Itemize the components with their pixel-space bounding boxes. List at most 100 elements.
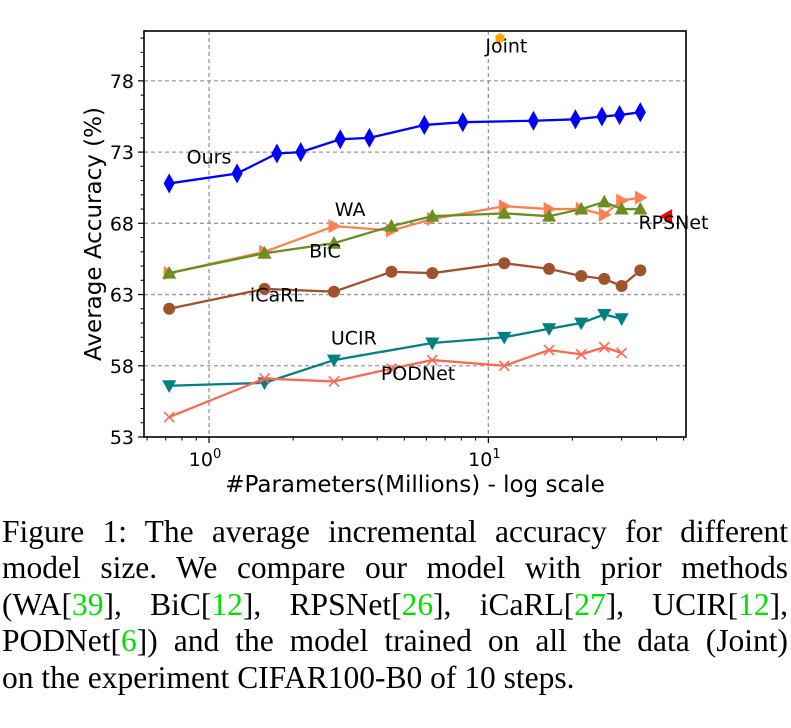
ours-point xyxy=(614,105,626,126)
annotation-icarl: iCaRL xyxy=(250,285,304,307)
caption-line: on the experiment CIFAR100-B0 of 10 step… xyxy=(2,660,788,696)
caption-text: PODNet[ xyxy=(2,623,121,659)
ucir-point xyxy=(574,317,589,331)
ours-point xyxy=(527,110,540,131)
bic-point xyxy=(384,218,399,232)
x-tick-base: 10 xyxy=(468,449,492,471)
citation-link[interactable]: 12 xyxy=(211,586,243,622)
ours-point xyxy=(457,112,469,133)
ours-point xyxy=(634,102,646,123)
figure-caption: Figure 1: The average incremental accura… xyxy=(2,514,788,696)
figure: Ours WA BiC iCaRL UCIR PODNet RPSNet Joint 53 58… xyxy=(81,30,709,498)
icarl-point xyxy=(598,272,611,285)
annotation-ucir: UCIR xyxy=(331,327,377,349)
caption-line: (WA[39], BiC[12], RPSNet[26], iCaRL[27],… xyxy=(2,587,788,623)
podnet-point xyxy=(543,344,555,356)
series-layer xyxy=(162,33,673,423)
series-bic xyxy=(162,194,648,279)
y-tick-label: 78 xyxy=(110,71,134,93)
annotation-podnet: PODNet xyxy=(381,363,455,385)
annotation-joint: Joint xyxy=(484,35,527,57)
x-tick-exponent: 0 xyxy=(213,447,221,462)
caption-text: ], UCIR[ xyxy=(605,586,739,622)
ucir-point xyxy=(326,354,341,368)
ucir-point xyxy=(497,331,512,345)
caption-text: ], iCaRL[ xyxy=(433,586,575,622)
ours-point xyxy=(295,142,307,163)
ucir-point xyxy=(542,323,557,336)
x-tick-base: 10 xyxy=(189,449,213,471)
citation-link[interactable]: 39 xyxy=(71,586,104,622)
caption-text: on the experiment CIFAR100-B0 of 10 step… xyxy=(2,659,575,695)
podnet-point xyxy=(575,348,587,360)
podnet-line xyxy=(168,346,622,419)
series-wa xyxy=(163,190,648,281)
y-tick-label: 68 xyxy=(110,213,134,235)
y-tick-label: 73 xyxy=(110,142,134,164)
bic-point xyxy=(633,201,648,215)
ours-point xyxy=(271,143,283,164)
series-podnet xyxy=(163,341,628,423)
bic-line xyxy=(168,200,641,275)
wa-point xyxy=(634,190,648,205)
ours-point xyxy=(418,114,430,136)
icarl-point xyxy=(634,264,647,277)
y-axis-label: Average Accuracy (%) xyxy=(81,107,107,361)
bic-point xyxy=(425,208,440,222)
y-tick-label: 63 xyxy=(110,285,134,307)
wa-point xyxy=(598,207,612,222)
bic-point xyxy=(497,206,512,219)
x-tick-exponent: 1 xyxy=(492,447,500,462)
icarl-point xyxy=(426,267,439,280)
series-ours xyxy=(163,102,646,194)
series-ucir xyxy=(162,309,629,393)
bic-point xyxy=(614,201,629,215)
bic-point xyxy=(542,208,557,222)
ucir-point xyxy=(162,380,177,393)
podnet-point xyxy=(385,363,398,375)
icarl-point xyxy=(575,270,588,283)
x-tick-label: 101 xyxy=(468,447,500,471)
caption-text: (WA[ xyxy=(2,586,72,622)
caption-text: model size. We compare our model with pr… xyxy=(2,550,788,586)
joint-point xyxy=(495,33,505,44)
ours-point xyxy=(596,106,608,127)
icarl-point xyxy=(327,285,340,298)
podnet-point xyxy=(426,354,438,366)
ours-point xyxy=(163,173,175,194)
annotation-ours: Ours xyxy=(187,146,232,168)
icarl-point xyxy=(385,265,398,278)
ucir-point xyxy=(597,309,612,322)
citation-link[interactable]: 6 xyxy=(121,623,137,659)
x-tick-label: 100 xyxy=(189,447,221,471)
bic-point xyxy=(326,236,341,249)
wa-point xyxy=(328,219,342,234)
citation-link[interactable]: 27 xyxy=(574,586,606,622)
bic-point xyxy=(162,265,177,279)
ucir-point xyxy=(614,313,629,326)
wa-line xyxy=(168,196,641,275)
icarl-point xyxy=(163,302,176,315)
caption-text: ], RPSNet[ xyxy=(242,586,402,622)
series-rpsnet xyxy=(659,209,673,224)
caption-text: ], xyxy=(769,586,788,622)
grid xyxy=(144,31,686,437)
caption-text: ], BiC[ xyxy=(103,586,212,622)
icarl-point xyxy=(543,262,556,275)
icarl-point xyxy=(615,279,628,292)
series-icarl xyxy=(163,257,647,315)
bic-point xyxy=(597,194,612,208)
ours-point xyxy=(363,127,375,148)
caption-line: Figure 1: The average incremental accura… xyxy=(2,514,788,550)
x-axis-label: #Parameters(Millions) - log scale xyxy=(225,472,604,498)
icarl-line xyxy=(168,262,642,310)
annotation-wa: WA xyxy=(335,199,366,221)
citation-link[interactable]: 12 xyxy=(738,586,770,622)
podnet-point xyxy=(598,341,610,353)
series-joint xyxy=(495,33,505,44)
citation-link[interactable]: 26 xyxy=(401,586,434,622)
icarl-point xyxy=(498,257,511,270)
